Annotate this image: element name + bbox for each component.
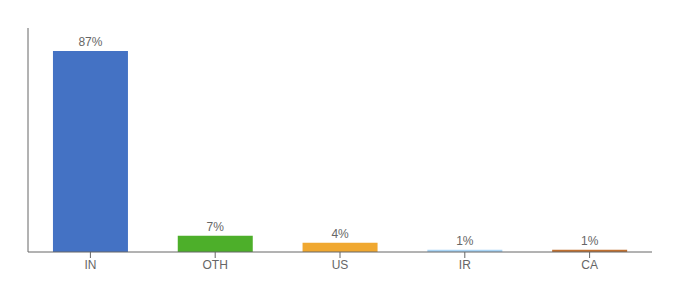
svg-text:7%: 7% [207,220,225,234]
svg-text:US: US [332,258,349,272]
svg-text:IR: IR [459,258,471,272]
svg-text:CA: CA [581,258,598,272]
svg-text:1%: 1% [581,234,599,248]
svg-text:OTH: OTH [203,258,228,272]
svg-text:1%: 1% [456,234,474,248]
svg-text:87%: 87% [78,35,102,49]
svg-text:IN: IN [84,258,96,272]
svg-text:4%: 4% [331,227,349,241]
